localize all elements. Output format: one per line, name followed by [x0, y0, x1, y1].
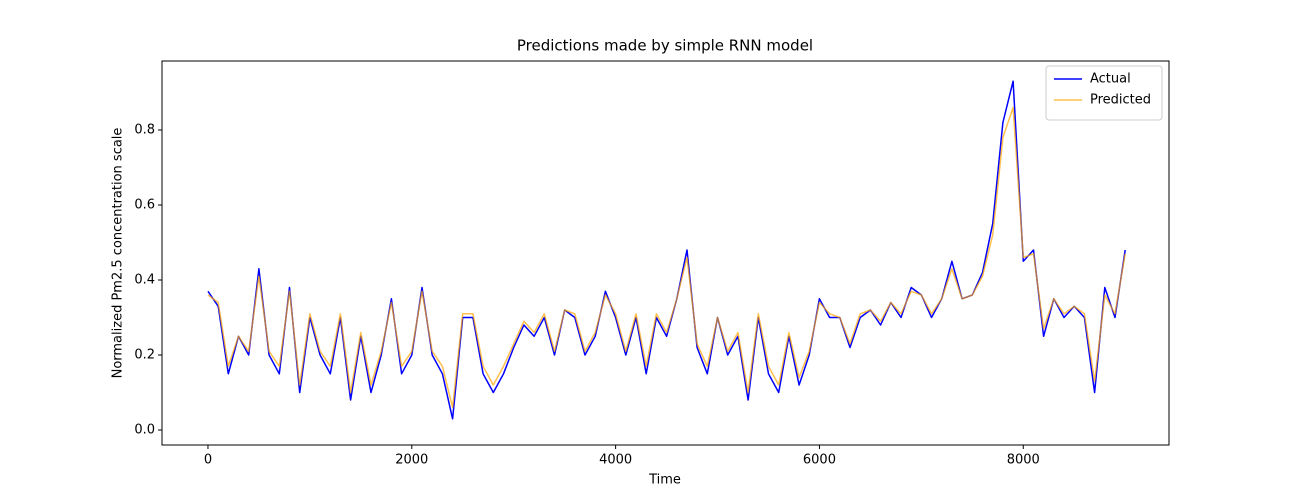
legend-label: Actual: [1090, 72, 1131, 87]
legend: Actual Predicted: [1045, 65, 1163, 121]
y-tick-label: 0.4: [134, 273, 155, 288]
x-axis-label: Time: [648, 473, 681, 488]
plot-frame: [161, 60, 1170, 446]
x-tick-label: 0: [204, 453, 212, 468]
y-tick-label: 0.2: [134, 348, 155, 363]
chart-title: Predictions made by simple RNN model: [517, 37, 813, 55]
y-tick-label: 0.0: [134, 423, 155, 438]
y-tick-label: 0.6: [134, 198, 155, 213]
x-tick-label: 6000: [803, 453, 836, 468]
series-line: [207, 106, 1126, 409]
x-tick-label: 4000: [599, 453, 632, 468]
legend-label: Predicted: [1090, 93, 1151, 108]
y-axis-label: Normalized Pm2.5 concentration scale: [111, 128, 126, 379]
x-tick-label: 2000: [395, 453, 428, 468]
y-tick-label: 0.8: [134, 123, 155, 138]
x-tick-label: 8000: [1007, 453, 1040, 468]
series-line: [207, 80, 1126, 420]
